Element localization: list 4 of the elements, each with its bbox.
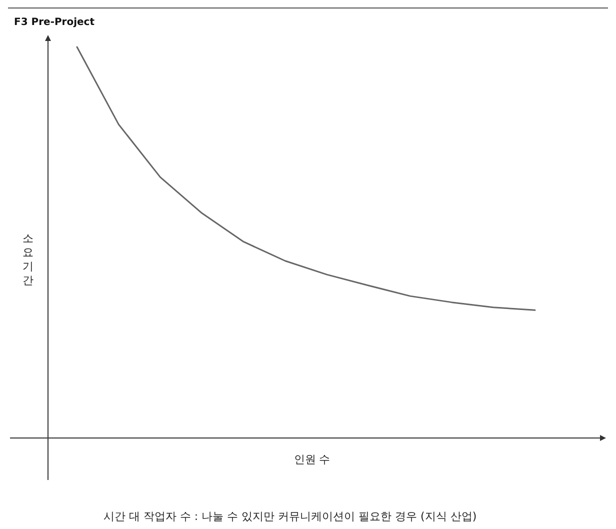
xlabel: 인원 수 [294,453,330,466]
title: F3 Pre-Project [14,17,95,28]
ylabel: 소요기간 [22,232,34,287]
annotation: 시간 대 작업자 수 : 나눌 수 있지만 커뮤니케이션이 필요한 경우 (지식 산업) [103,510,477,523]
